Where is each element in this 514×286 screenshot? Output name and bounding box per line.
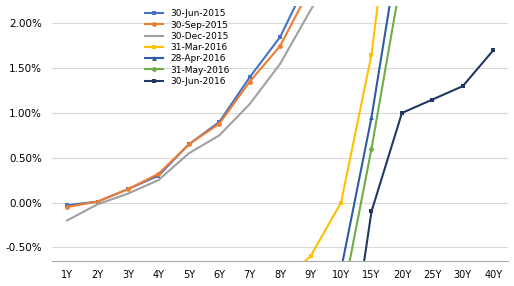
30-Jun-2015: [155, 174, 161, 177]
30-Sep-2015: [247, 80, 253, 84]
30-Dec-2015: [216, 134, 223, 137]
30-Jun-2016: [460, 84, 466, 88]
30-Jun-2015: [95, 200, 101, 203]
30-Sep-2015: [186, 143, 192, 146]
30-Dec-2015: [277, 62, 283, 65]
30-Jun-2015: [247, 76, 253, 79]
Line: 30-Jun-2016: 30-Jun-2016: [65, 48, 495, 286]
30-Sep-2015: [125, 187, 131, 191]
Line: 28-Apr-2016: 28-Apr-2016: [65, 0, 495, 286]
31-Mar-2016: [369, 53, 375, 57]
30-Sep-2015: [277, 44, 283, 47]
30-Jun-2016: [490, 49, 497, 52]
30-Jun-2015: [125, 187, 131, 191]
30-Jun-2015: [186, 143, 192, 146]
30-Dec-2015: [247, 102, 253, 106]
Line: 30-Sep-2015: 30-Sep-2015: [65, 0, 495, 209]
30-Sep-2015: [155, 172, 161, 176]
30-Dec-2015: [64, 219, 70, 222]
30-Sep-2015: [95, 200, 101, 203]
31-May-2016: [369, 147, 375, 150]
31-Mar-2016: [277, 281, 283, 285]
Line: 30-Dec-2015: 30-Dec-2015: [67, 0, 493, 221]
Legend: 30-Jun-2015, 30-Sep-2015, 30-Dec-2015, 31-Mar-2016, 28-Apr-2016, 31-May-2016, 30: 30-Jun-2015, 30-Sep-2015, 30-Dec-2015, 3…: [143, 7, 231, 88]
30-Sep-2015: [64, 205, 70, 209]
30-Jun-2016: [369, 210, 375, 213]
30-Dec-2015: [186, 152, 192, 155]
Line: 31-Mar-2016: 31-Mar-2016: [65, 0, 495, 286]
30-Jun-2015: [277, 35, 283, 39]
30-Dec-2015: [307, 8, 314, 12]
28-Apr-2016: [338, 268, 344, 271]
30-Jun-2015: [216, 120, 223, 124]
Line: 30-Jun-2015: 30-Jun-2015: [65, 0, 495, 208]
30-Dec-2015: [155, 178, 161, 182]
30-Jun-2015: [64, 204, 70, 207]
30-Jun-2016: [399, 111, 405, 115]
30-Sep-2015: [216, 122, 223, 126]
30-Dec-2015: [95, 202, 101, 206]
31-Mar-2016: [307, 255, 314, 258]
Line: 31-May-2016: 31-May-2016: [65, 0, 495, 286]
31-Mar-2016: [338, 201, 344, 204]
30-Jun-2016: [429, 98, 435, 101]
28-Apr-2016: [369, 116, 375, 119]
30-Dec-2015: [125, 192, 131, 195]
